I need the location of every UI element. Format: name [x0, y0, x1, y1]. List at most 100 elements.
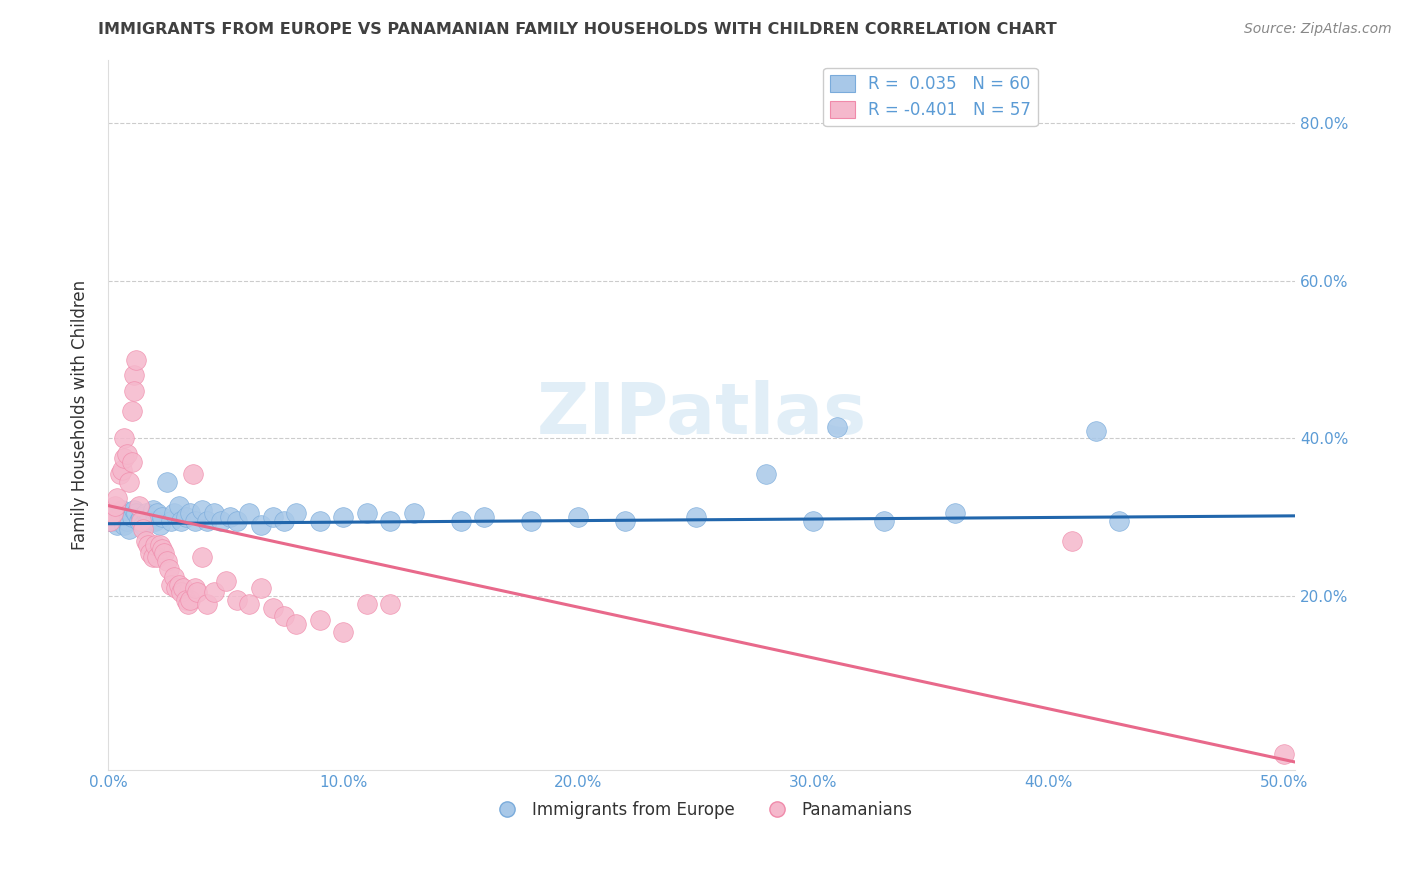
Point — [179, 593, 201, 607]
Point — [167, 577, 190, 591]
Point — [943, 507, 966, 521]
Point — [104, 499, 127, 513]
Point — [186, 585, 208, 599]
Point — [402, 507, 425, 521]
Point — [139, 510, 162, 524]
Point — [132, 522, 155, 536]
Point — [160, 577, 183, 591]
Point — [114, 432, 136, 446]
Point — [114, 518, 136, 533]
Point — [1060, 534, 1083, 549]
Point — [273, 514, 295, 528]
Point — [308, 514, 330, 528]
Point — [108, 467, 131, 481]
Point — [285, 617, 308, 632]
Point — [108, 507, 131, 521]
Point — [520, 514, 543, 528]
Point — [177, 597, 200, 611]
Point — [129, 510, 152, 524]
Point — [105, 491, 128, 505]
Point — [132, 518, 155, 533]
Point — [181, 467, 204, 481]
Point — [1108, 514, 1130, 528]
Point — [135, 507, 157, 521]
Point — [214, 574, 236, 588]
Point — [111, 463, 134, 477]
Point — [1272, 747, 1295, 762]
Point — [262, 510, 284, 524]
Point — [157, 562, 180, 576]
Point — [153, 546, 176, 560]
Point — [136, 538, 159, 552]
Point — [115, 514, 138, 528]
Point — [1084, 424, 1107, 438]
Point — [122, 384, 145, 398]
Point — [873, 514, 896, 528]
Point — [250, 518, 273, 533]
Point — [98, 514, 121, 528]
Point — [378, 597, 401, 611]
Point — [170, 514, 193, 528]
Point — [803, 514, 825, 528]
Point — [174, 510, 197, 524]
Point — [472, 510, 495, 524]
Point — [332, 510, 354, 524]
Point — [308, 613, 330, 627]
Point — [104, 514, 127, 528]
Point — [195, 597, 218, 611]
Point — [238, 597, 260, 611]
Point — [219, 510, 242, 524]
Point — [135, 534, 157, 549]
Point — [191, 502, 214, 516]
Point — [163, 569, 186, 583]
Point — [149, 538, 172, 552]
Point — [125, 507, 148, 521]
Point — [685, 510, 707, 524]
Point — [202, 507, 225, 521]
Point — [825, 419, 848, 434]
Point — [150, 541, 173, 556]
Point — [129, 514, 152, 528]
Point — [105, 518, 128, 533]
Point — [191, 549, 214, 564]
Point — [101, 510, 124, 524]
Point — [195, 514, 218, 528]
Point — [273, 609, 295, 624]
Point — [250, 582, 273, 596]
Point — [125, 352, 148, 367]
Point — [156, 554, 179, 568]
Point — [149, 518, 172, 533]
Point — [118, 475, 141, 489]
Point — [122, 368, 145, 383]
Point — [238, 507, 260, 521]
Point — [101, 507, 124, 521]
Point — [226, 514, 249, 528]
Point — [121, 455, 143, 469]
Point — [174, 593, 197, 607]
Point — [156, 475, 179, 489]
Point — [356, 597, 378, 611]
Point — [142, 502, 165, 516]
Point — [285, 507, 308, 521]
Point — [146, 549, 169, 564]
Text: ZIPatlas: ZIPatlas — [537, 380, 866, 450]
Legend: Immigrants from Europe, Panamanians: Immigrants from Europe, Panamanians — [484, 794, 920, 826]
Point — [378, 514, 401, 528]
Point — [226, 593, 249, 607]
Point — [262, 601, 284, 615]
Point — [146, 507, 169, 521]
Point — [139, 546, 162, 560]
Point — [122, 502, 145, 516]
Point — [172, 582, 194, 596]
Point — [142, 549, 165, 564]
Point — [121, 404, 143, 418]
Point — [614, 514, 637, 528]
Point — [567, 510, 589, 524]
Point — [163, 507, 186, 521]
Point — [98, 514, 121, 528]
Y-axis label: Family Households with Children: Family Households with Children — [72, 280, 89, 549]
Point — [118, 522, 141, 536]
Point — [165, 582, 187, 596]
Text: IMMIGRANTS FROM EUROPE VS PANAMANIAN FAMILY HOUSEHOLDS WITH CHILDREN CORRELATION: IMMIGRANTS FROM EUROPE VS PANAMANIAN FAM… — [98, 22, 1057, 37]
Point — [143, 538, 166, 552]
